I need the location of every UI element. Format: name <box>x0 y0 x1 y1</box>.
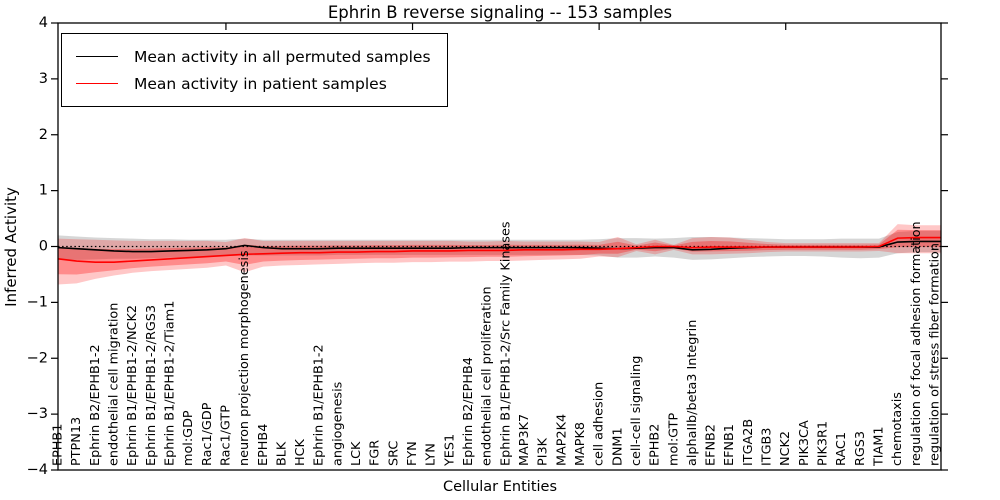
legend-item-patient: Mean activity in patient samples <box>76 70 431 97</box>
x-category-label: PIK3R1 <box>816 421 831 466</box>
x-category-label: SRC <box>386 441 401 466</box>
x-category-label: endothelial cell migration <box>106 303 121 466</box>
x-category-label: Rac1/GTP <box>218 405 233 466</box>
x-category-label: cell-cell signaling <box>629 356 644 466</box>
x-category-label: EPHB1 <box>51 424 66 466</box>
x-category-label: LCK <box>349 441 364 466</box>
x-category-label: mol:GDP <box>181 410 196 466</box>
x-category-label: MAP2K4 <box>554 414 569 466</box>
x-category-label: chemotaxis <box>890 392 905 466</box>
x-category-label: Rac1/GDP <box>200 402 215 466</box>
x-category-label: Ephrin B2/EPHB4 <box>461 357 476 466</box>
x-category-label: cell adhesion <box>592 382 607 466</box>
x-category-label: ITGB3 <box>760 428 775 466</box>
x-category-label: LYN <box>424 443 439 466</box>
x-category-label: DNM1 <box>610 427 625 466</box>
y-tick-label: 3 <box>39 71 48 87</box>
y-tick-label: 2 <box>39 127 48 143</box>
x-category-label: RAC1 <box>834 432 849 466</box>
x-category-label: neuron projection morphogenesis <box>237 250 252 466</box>
x-category-label: TIAM1 <box>872 426 887 467</box>
x-category-label: FGR <box>368 440 383 466</box>
x-category-label: alphaIIb/beta3 Integrin <box>685 320 700 466</box>
x-category-label: PIK3CA <box>797 420 812 466</box>
x-category-label: EFNB2 <box>704 424 719 466</box>
legend-label-patient: Mean activity in patient samples <box>134 74 387 93</box>
x-category-label: Ephrin B1/EPHB1-2/NCK2 <box>125 305 140 466</box>
x-category-label: ITGA2B <box>741 419 756 466</box>
x-category-label: regulation of stress fiber formation <box>928 243 943 466</box>
x-category-label: YES1 <box>442 434 457 467</box>
x-category-label: PI3K <box>536 437 551 466</box>
x-axis-label: Cellular Entities <box>442 479 558 495</box>
legend: Mean activity in all permuted samples Me… <box>61 33 448 107</box>
y-tick-label: 4 <box>39 15 48 31</box>
y-tick-label: 0 <box>39 239 48 255</box>
y-tick-label: −2 <box>27 350 48 366</box>
y-tick-label: −4 <box>27 462 48 478</box>
x-category-label: Ephrin B1/EPHB1-2/RGS3 <box>144 305 159 466</box>
x-category-label: BLK <box>274 441 289 466</box>
x-category-label: MAPK8 <box>573 422 588 466</box>
legend-label-permuted: Mean activity in all permuted samples <box>134 47 431 66</box>
x-category-label: mol:GTP <box>666 413 681 466</box>
x-category-label: MAP3K7 <box>517 414 532 466</box>
x-category-label: HCK <box>293 438 308 466</box>
x-category-label: EPHB4 <box>256 424 271 466</box>
permuted-line-sample-icon <box>76 56 118 57</box>
x-category-label: Ephrin B2/EPHB1-2 <box>88 344 103 466</box>
x-category-label: EPHB2 <box>648 424 663 466</box>
patient-line-sample-icon <box>76 83 118 84</box>
chart-title: Ephrin B reverse signaling -- 153 sample… <box>327 3 673 22</box>
patient-mean-line <box>57 236 941 263</box>
x-category-label: EFNB1 <box>722 424 737 466</box>
patient-band-inner <box>58 229 941 275</box>
y-tick-label: 1 <box>39 183 48 199</box>
x-category-label: Ephrin B1/EPHB1-2 <box>312 344 327 466</box>
y-axis-label: Inferred Activity <box>2 187 20 307</box>
x-category-label: RGS3 <box>853 431 868 466</box>
x-category-label: Ephrin B1/EPHB1-2/Tiam1 <box>162 301 177 466</box>
x-category-label: PTPN13 <box>69 417 84 466</box>
x-category-label: FYN <box>405 441 420 466</box>
y-tick-label: −3 <box>27 406 48 422</box>
x-category-label: angiogenesis <box>330 381 345 466</box>
legend-item-permuted: Mean activity in all permuted samples <box>76 43 431 70</box>
x-category-label: NCK2 <box>778 431 793 466</box>
y-tick-label: −1 <box>27 294 48 310</box>
x-category-label: regulation of focal adhesion formation <box>909 221 924 466</box>
x-category-label: endothelial cell proliferation <box>480 286 495 466</box>
x-category-label: Ephrin B1/EPHB1-2/Src Family Kinases <box>498 221 513 466</box>
patient-band-outer <box>58 224 941 285</box>
